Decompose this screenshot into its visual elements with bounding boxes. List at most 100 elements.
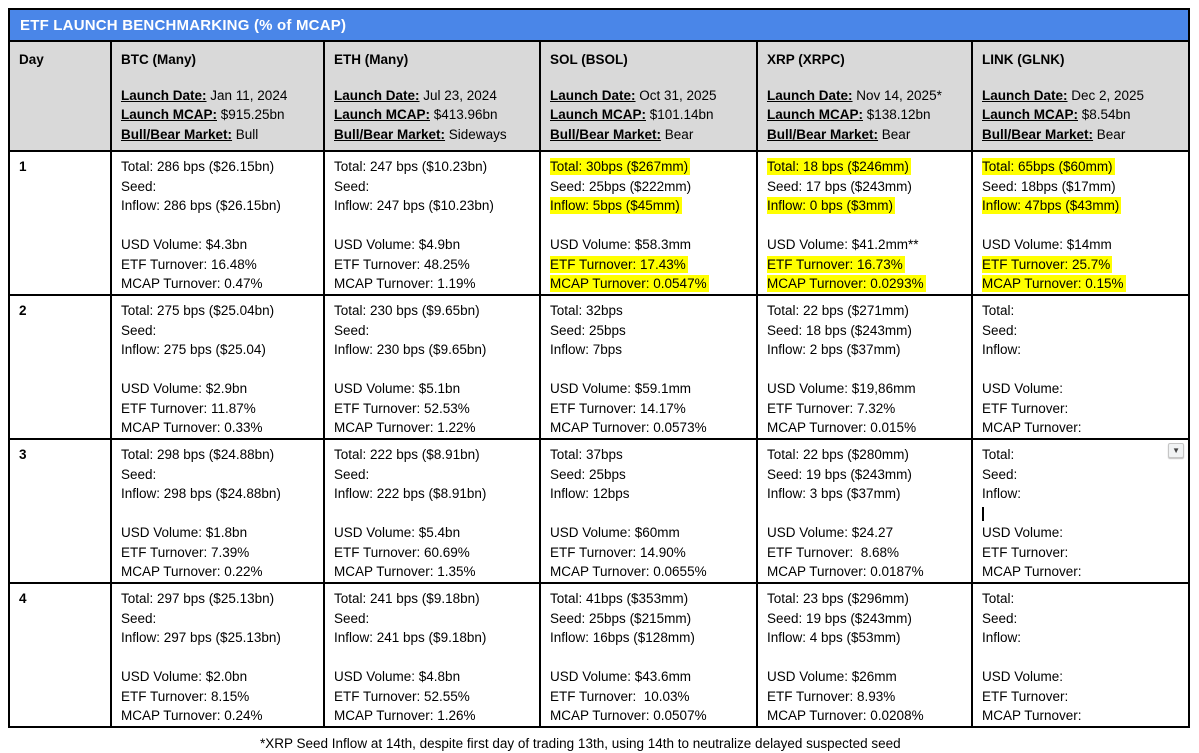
metrics-cell-link-day3[interactable]: Total: Seed: Inflow: USD Volume: ETF Turnove… <box>970 438 1191 584</box>
column-header-day[interactable]: Day <box>8 40 112 152</box>
day-row-2: 2 Total: 275 bps ($25.04bn) Seed: Inflow: 2… <box>8 294 1191 440</box>
metric-text: Seed: 25bps ($215mm) <box>550 610 692 626</box>
metric-line: MCAP Turnover: 0.0507% <box>550 706 752 726</box>
metric-text: USD Volume: $60mm <box>550 525 680 540</box>
metric-line <box>550 648 752 668</box>
metric-text: MCAP Turnover: 1.22% <box>334 420 476 435</box>
day-row-3: 3 Total: 298 bps ($24.88bn) Seed: Inflow: 2… <box>8 438 1191 584</box>
metric-text: MCAP Turnover: <box>982 708 1082 723</box>
metric-line: Seed: <box>121 609 319 629</box>
metric-line: Inflow: 0 bps ($3mm) <box>767 196 967 216</box>
highlighted-text: ETF Turnover: 17.43% <box>550 255 688 273</box>
metric-text: ETF Turnover: 8.93% <box>767 688 896 704</box>
metrics-cell-eth-day3[interactable]: Total: 222 bps ($8.91bn) Seed: Inflow: 222… <box>323 438 541 584</box>
launch-date-line: Launch Date: Dec 2, 2025 <box>982 87 1145 103</box>
metrics-cell-btc-day2[interactable]: Total: 275 bps ($25.04bn) Seed: Inflow: 27… <box>110 294 325 440</box>
launch-date-label: Launch Date: <box>334 87 420 103</box>
launch-mcap-line: Launch MCAP: $138.12bn <box>767 107 931 122</box>
metric-text: MCAP Turnover: <box>982 564 1082 579</box>
metric-line: Seed: 25bps <box>550 321 752 341</box>
column-header-link[interactable]: LINK (GLNK) Launch Date: Dec 2, 2025 Launc… <box>970 40 1191 152</box>
metric-line: MCAP Turnover: 0.47% <box>121 274 319 294</box>
metrics-cell-link-day1[interactable]: Total: 65bps ($60mm) Seed: 18bps ($17mm) I… <box>970 150 1191 296</box>
metrics-cell-xrp-day3[interactable]: Total: 22 bps ($280mm) Seed: 19 bps ($243… <box>756 438 973 584</box>
metrics-cell-sol-day4[interactable]: Total: 41bps ($353mm) Seed: 25bps ($215mm… <box>539 582 758 728</box>
highlighted-text: Total: 65bps ($60mm) <box>982 158 1115 175</box>
metric-line: ETF Turnover: <box>982 687 1184 707</box>
metric-line: Seed: <box>334 177 535 197</box>
metric-line: USD Volume: $26mm <box>767 667 967 687</box>
metric-text: USD Volume: $19,86mm <box>767 381 916 396</box>
metrics-cell-sol-day1[interactable]: Total: 30bps ($267mm) Seed: 25bps ($222mm… <box>539 150 758 296</box>
metric-text: Total: 247 bps ($10.23bn) <box>334 159 488 174</box>
metric-text: Total: 41bps ($353mm) <box>550 591 689 606</box>
metrics-cell-xrp-day2[interactable]: Total: 22 bps ($271mm) Seed: 18 bps ($243… <box>756 294 973 440</box>
footnote: *XRP Seed Inflow at 14th, despite first … <box>260 736 901 751</box>
metric-line: Inflow: 16bps ($128mm) <box>550 628 752 648</box>
metric-text: Seed: <box>121 466 157 482</box>
metric-line <box>550 504 752 524</box>
metric-text: Seed: <box>121 178 157 194</box>
launch-date-line: Launch Date: Jan 11, 2024 <box>121 87 288 103</box>
metric-text: ETF Turnover: <box>982 688 1069 704</box>
metric-line: MCAP Turnover: <box>982 418 1184 438</box>
metric-line: Inflow: 5bps ($45mm) <box>550 196 752 216</box>
day-cell-2[interactable]: 2 <box>8 294 112 440</box>
metric-line: MCAP Turnover: 0.0655% <box>550 562 752 582</box>
metric-text: Inflow: 222 bps ($8.91bn) <box>334 486 487 501</box>
metrics-cell-btc-day3[interactable]: Total: 298 bps ($24.88bn) Seed: Inflow: 29… <box>110 438 325 584</box>
metric-line: Seed: 18bps ($17mm) <box>982 177 1184 197</box>
metric-line: Inflow: 4 bps ($53mm) <box>767 628 967 648</box>
metrics-cell-eth-day2[interactable]: Total: 230 bps ($9.65bn) Seed: Inflow: 230… <box>323 294 541 440</box>
metric-text: MCAP Turnover: 1.35% <box>334 564 476 579</box>
metric-line: Seed: <box>121 465 319 485</box>
day-cell-1[interactable]: 1 <box>8 150 112 296</box>
chevron-down-icon: ▼ <box>1172 446 1180 455</box>
metrics-cell-eth-day1[interactable]: Total: 247 bps ($10.23bn) Seed: Inflow: 24… <box>323 150 541 296</box>
day-cell-3[interactable]: 3 <box>8 438 112 584</box>
metric-text: Inflow: 275 bps ($25.04) <box>121 342 266 357</box>
metrics-cell-link-day2[interactable]: Total: Seed: Inflow: USD Volume: ETF Turnov… <box>970 294 1191 440</box>
metric-text: ETF Turnover: 8.68% <box>767 544 900 560</box>
metrics-cell-btc-day4[interactable]: Total: 297 bps ($25.13bn) Seed: Inflow: 29… <box>110 582 325 728</box>
metrics-cell-sol-day3[interactable]: Total: 37bps Seed: 25bps Inflow: 12bps USD… <box>539 438 758 584</box>
table-title[interactable]: ETF LAUNCH BENCHMARKING (% of MCAP) <box>7 8 1191 42</box>
metric-line: Seed: 18 bps ($243mm) <box>767 321 967 341</box>
metric-text: USD Volume: $59.1mm <box>550 381 692 396</box>
column-header-btc[interactable]: BTC (Many) Launch Date: Jan 11, 2024 Launc… <box>110 40 325 152</box>
metric-line: Inflow: 297 bps ($25.13bn) <box>121 628 319 648</box>
metric-text: Total: 37bps <box>550 447 623 462</box>
metric-text: USD Volume: $4.8bn <box>334 669 461 684</box>
metric-line: ETF Turnover: 11.87% <box>121 399 319 419</box>
metric-line: ETF Turnover: 8.93% <box>767 687 967 707</box>
column-header-eth[interactable]: ETH (Many) Launch Date: Jul 23, 2024 Launc… <box>323 40 541 152</box>
metric-line <box>121 648 319 668</box>
metrics-cell-sol-day2[interactable]: Total: 32bps Seed: 25bps Inflow: 7bps USD … <box>539 294 758 440</box>
metric-text: ETF Turnover: 16.48% <box>121 256 257 272</box>
metric-line: Seed: <box>334 609 535 629</box>
spacer <box>982 70 1182 86</box>
metric-text: Total: 32bps <box>550 303 623 318</box>
day-cell-4[interactable]: 4 <box>8 582 112 728</box>
metric-line: USD Volume: $5.1bn <box>334 379 535 399</box>
metrics-cell-xrp-day4[interactable]: Total: 23 bps ($296mm) Seed: 19 bps ($243… <box>756 582 973 728</box>
column-header-sol[interactable]: SOL (BSOL) Launch Date: Oct 31, 2025 Launc… <box>539 40 758 152</box>
metrics-cell-eth-day4[interactable]: Total: 241 bps ($9.18bn) Seed: Inflow: 241… <box>323 582 541 728</box>
day-row-1: 1 Total: 286 bps ($26.15bn) Seed: Inflow: 2… <box>8 150 1191 296</box>
metric-text: Seed: 19 bps ($243mm) <box>767 466 912 482</box>
metric-line: Inflow: 298 bps ($24.88bn) <box>121 484 319 504</box>
metric-line: Seed: <box>334 465 535 485</box>
metric-line: ETF Turnover: 25.7% <box>982 255 1184 275</box>
metric-line: MCAP Turnover: 0.0547% <box>550 274 752 294</box>
metrics-cell-link-day4[interactable]: Total: Seed: Inflow: USD Volume: ETF Turnov… <box>970 582 1191 728</box>
metric-line: Seed: 17 bps ($243mm) <box>767 177 967 197</box>
metrics-cell-xrp-day1[interactable]: Total: 18 bps ($246mm) Seed: 17 bps ($243… <box>756 150 973 296</box>
metric-text: MCAP Turnover: 0.0655% <box>550 564 707 579</box>
metric-line <box>121 216 319 236</box>
dropdown-button[interactable]: ▼ <box>1168 443 1185 458</box>
metrics-cell-btc-day1[interactable]: Total: 286 bps ($26.15bn) Seed: Inflow: 28… <box>110 150 325 296</box>
metric-line: Inflow: 2 bps ($37mm) <box>767 340 967 360</box>
metric-line: MCAP Turnover: <box>982 562 1184 582</box>
highlighted-text: Total: 18 bps ($246mm) <box>767 158 911 175</box>
column-header-xrp[interactable]: XRP (XRPC) Launch Date: Nov 14, 2025* Laun… <box>756 40 973 152</box>
